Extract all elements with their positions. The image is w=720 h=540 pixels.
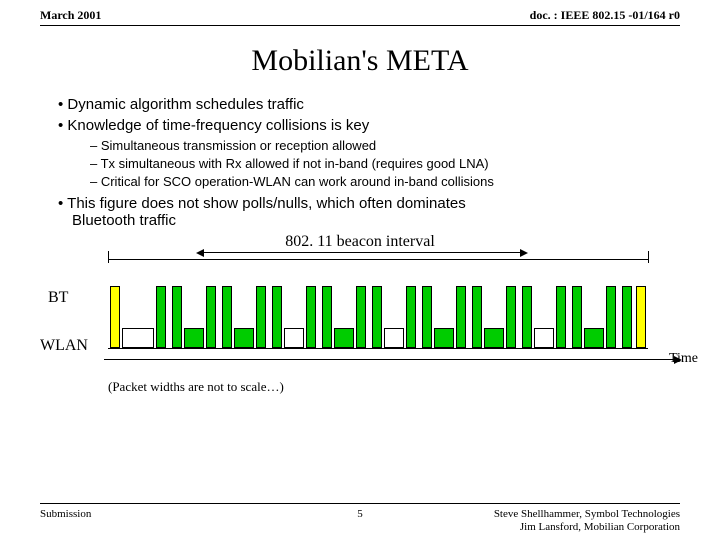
wlan-bar [484,328,504,348]
bt-bar [272,286,282,348]
bt-bar [256,286,266,348]
timing-diagram: 802. 11 beacon interval BT WLAN Time (Pa… [0,233,720,403]
bullet-1: Dynamic algorithm schedules traffic [58,96,670,113]
bullet-2: Knowledge of time-frequency collisions i… [58,117,670,134]
beacon-mark-right [648,251,649,263]
wlan-bar [384,328,404,348]
subbullet-3: Critical for SCO operation-WLAN can work… [90,174,670,189]
bt-bar [506,286,516,348]
wlan-bar [434,328,454,348]
bt-bar [456,286,466,348]
wlan-bar [122,328,154,348]
bt-bar [556,286,566,348]
beacon-interval-label: 802. 11 beacon interval [0,233,720,251]
footer-page: 5 [357,508,363,520]
bt-bar [322,286,332,348]
bt-bar [622,286,632,348]
beacon-arrow [204,252,520,253]
time-label: Time [669,351,698,367]
footer-rule [40,503,680,504]
wlan-bar [284,328,304,348]
bt-bar [222,286,232,348]
header-doc: doc. : IEEE 802.15 -01/164 r0 [530,8,680,23]
wlan-bar [334,328,354,348]
bt-bar [306,286,316,348]
wlan-bar [234,328,254,348]
bt-bar [110,286,120,348]
time-axis [104,359,674,360]
bt-bar [172,286,182,348]
bt-bar [422,286,432,348]
wlan-row-label: WLAN [40,337,88,355]
chart-area [108,259,648,349]
bt-bar [206,286,216,348]
footer-right: Steve Shellhammer, Symbol Technologies J… [494,508,680,534]
subbullet-1: Simultaneous transmission or reception a… [90,138,670,153]
bt-bar [156,286,166,348]
wlan-bar [534,328,554,348]
bt-bar [356,286,366,348]
bullet-list: Dynamic algorithm schedules traffic Know… [0,96,720,229]
scale-note: (Packet widths are not to scale…) [108,379,284,395]
bt-bar [606,286,616,348]
slide-header: March 2001 doc. : IEEE 802.15 -01/164 r0 [0,0,720,25]
slide-title: Mobilian's META [0,44,720,78]
subbullet-2: Tx simultaneous with Rx allowed if not i… [90,156,670,171]
footer-left: Submission [40,508,91,520]
bt-bar [472,286,482,348]
bt-bar [372,286,382,348]
bt-bar [406,286,416,348]
bt-bar [522,286,532,348]
header-rule [40,25,680,26]
bt-bar [636,286,646,348]
slide-footer: Submission 5 Steve Shellhammer, Symbol T… [40,508,680,534]
bullet-3: This figure does not show polls/nulls, w… [58,195,670,229]
wlan-bar [184,328,204,348]
bt-row-label: BT [48,289,68,307]
header-date: March 2001 [40,8,101,23]
wlan-bar [584,328,604,348]
bt-bar [572,286,582,348]
